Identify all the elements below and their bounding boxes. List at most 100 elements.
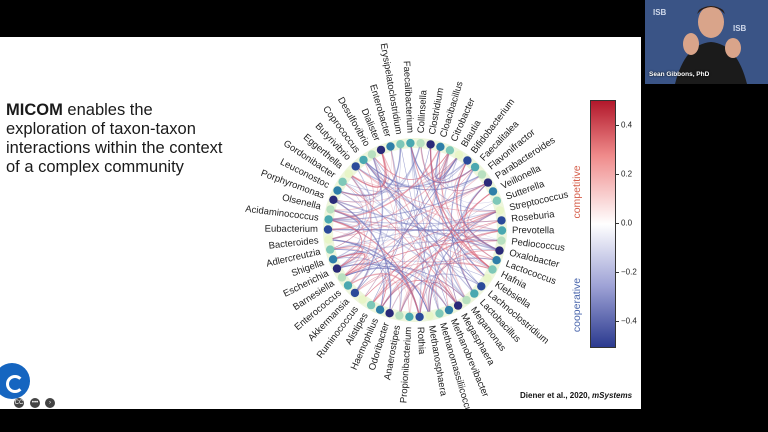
presenter-video-icon (645, 0, 768, 84)
interaction-edge (328, 143, 422, 221)
interaction-edge (398, 279, 467, 316)
interaction-edge (434, 154, 460, 314)
cc-button[interactable]: CC (14, 398, 24, 408)
taxon-node (463, 156, 472, 165)
interaction-edge (328, 182, 489, 220)
interaction-edge (348, 173, 467, 301)
taxon-node (483, 178, 493, 187)
interaction-edge (445, 219, 502, 311)
interaction-edge (464, 253, 497, 279)
next-slide-button[interactable]: › (45, 398, 55, 408)
colorbar-tick-label: −0.2 (621, 267, 637, 277)
interaction-edge (336, 182, 489, 269)
taxon-label: Collinsella (416, 89, 430, 134)
interaction-edge (389, 284, 431, 316)
taxon-node (326, 205, 335, 214)
citation-authors: Diener et al., 2020, (520, 391, 593, 400)
interaction-edge (409, 143, 493, 270)
interaction-edge (336, 166, 372, 269)
interaction-edge (462, 248, 500, 287)
interaction-edge (337, 144, 402, 196)
interaction-edge (333, 199, 500, 252)
taxon-node (454, 150, 464, 160)
taxon-node (477, 282, 486, 291)
taxon-node (483, 274, 492, 283)
more-options-button[interactable]: ••• (30, 398, 40, 408)
interaction-edge (341, 260, 488, 279)
taxon-node (426, 140, 435, 149)
taxon-node (435, 309, 444, 318)
interaction-edge (355, 166, 500, 212)
taxon-label: Prevotella (512, 225, 555, 236)
interaction-edge (328, 154, 460, 241)
interaction-edge (328, 208, 360, 241)
taxon-node (367, 150, 377, 159)
interaction-edge (362, 220, 502, 300)
taxon-node (497, 216, 506, 225)
slide-headline: MICOM enables the exploration of taxon-t… (6, 101, 236, 177)
taxon-node (436, 142, 445, 151)
taxon-node (415, 312, 424, 322)
taxon-node (328, 255, 338, 264)
citation-journal: mSystems (592, 391, 633, 400)
interaction-edge (348, 149, 387, 188)
interaction-edge (330, 230, 503, 250)
webcam-logo: ISB (733, 24, 747, 33)
colorbar (590, 100, 616, 348)
interaction-edge (419, 143, 476, 184)
interaction-edge (363, 159, 476, 188)
taxon-interaction-chord-diagram: Faecalibacterium CollinsellaClostridiumCl… (245, 42, 570, 409)
colorbar-tick (615, 173, 619, 175)
taxon-node (497, 236, 506, 245)
headline-bold: MICOM (6, 101, 63, 119)
interaction-edge (441, 150, 468, 301)
interaction-edge (419, 258, 497, 317)
interaction-edge (332, 252, 366, 278)
interaction-edge (330, 159, 374, 250)
taxon-node (416, 139, 425, 148)
interaction-edge (333, 144, 401, 203)
interaction-edge (327, 228, 503, 232)
interaction-edge (429, 209, 500, 316)
taxon-node (337, 273, 347, 282)
taxon-node (326, 245, 335, 254)
taxon-label: Roseburia (511, 209, 556, 225)
taxon-node (395, 311, 404, 320)
taxon-node (366, 300, 376, 310)
taxon-node (359, 155, 368, 165)
interaction-edge (328, 219, 363, 269)
interaction-edge (398, 273, 482, 316)
interaction-edge (341, 209, 500, 278)
taxon-node (323, 225, 333, 234)
interaction-edge (333, 150, 451, 203)
interaction-edge (444, 150, 483, 188)
interaction-edge (336, 262, 459, 307)
taxon-node (358, 295, 367, 304)
taxon-node (376, 145, 386, 155)
taxon-node (396, 140, 405, 149)
taxon-node (324, 235, 333, 244)
taxon-node (477, 170, 487, 179)
interaction-edge (408, 150, 451, 317)
interaction-edge (438, 146, 497, 261)
interaction-edge (459, 166, 500, 252)
taxon-node (329, 195, 338, 204)
taxon-node (385, 309, 394, 318)
interaction-edge (330, 190, 363, 214)
taxon-node (488, 187, 498, 196)
taxon-node (386, 142, 395, 151)
colorbar-tick (615, 272, 619, 274)
interaction-edge (449, 182, 489, 306)
interaction-edge (370, 166, 476, 306)
colorbar-tick (615, 223, 619, 224)
interaction-edge (348, 154, 460, 189)
interaction-edge (370, 144, 431, 306)
interaction-edge (454, 160, 489, 194)
webcam-logo: ISB (653, 8, 667, 17)
taxon-node (495, 246, 504, 255)
colorbar-label-competitive: competitive (571, 165, 583, 219)
taxon-node (351, 162, 360, 171)
interaction-edge (398, 283, 450, 316)
interaction-edge (466, 182, 503, 231)
interaction-edge (363, 149, 389, 182)
